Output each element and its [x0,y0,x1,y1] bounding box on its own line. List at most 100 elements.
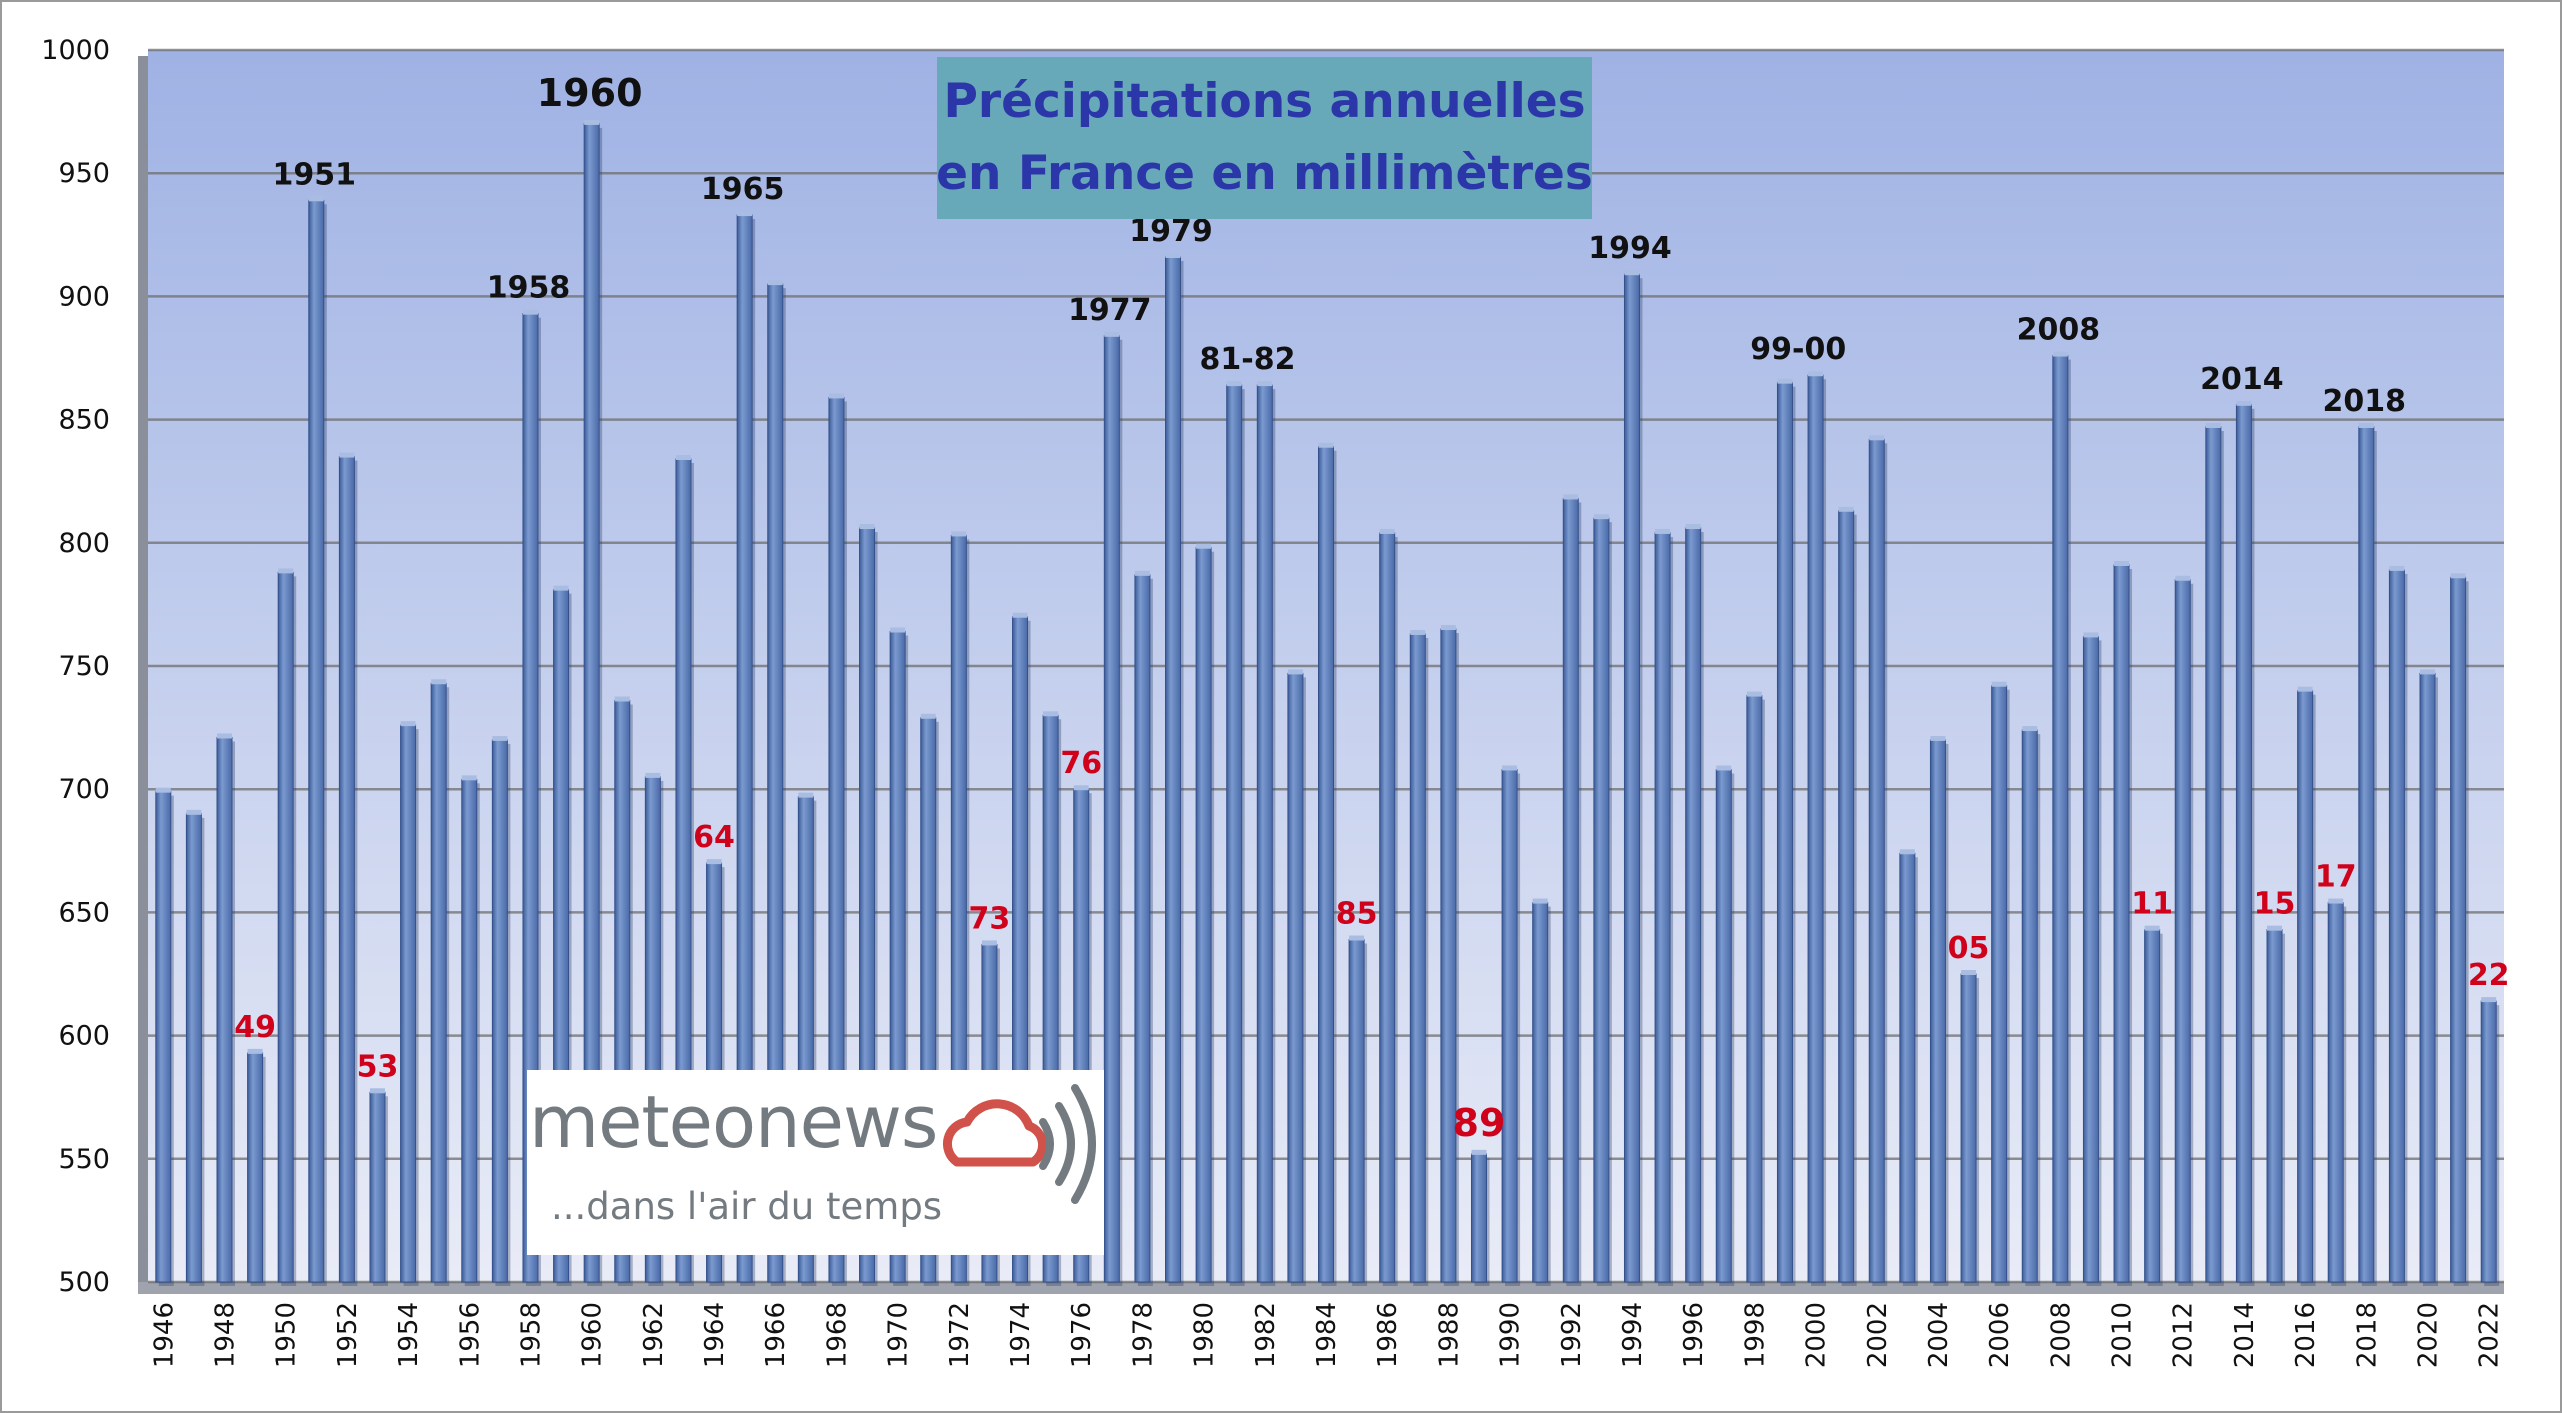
bar-1999 [1776,382,1793,1283]
bar-2010 [2113,564,2130,1283]
bars [155,119,2500,1287]
bar-2004 [1929,739,1946,1283]
bar-2008 [2052,355,2069,1283]
x-tick-1972: 1972 [945,1302,975,1368]
bar-top-2009 [2083,632,2099,638]
label-dry-64: 64 [693,820,735,855]
label-wet-2014: 2014 [2200,362,2284,397]
bar-top-1952 [339,452,355,458]
x-tick-2012: 2012 [2169,1302,2199,1368]
label-wet-1994: 1994 [1588,231,1672,266]
bar-top-2002 [1869,435,1885,441]
bar-1978 [1134,574,1151,1283]
bar-top-1954 [400,721,416,727]
label-wet-1965: 1965 [701,172,785,207]
bar-top-1985 [1349,935,1365,941]
x-tick-1994: 1994 [1618,1302,1648,1368]
label-dry-76: 76 [1060,746,1102,781]
bar-top-1962 [645,772,661,778]
x-tick-2006: 2006 [1985,1302,2015,1368]
bar-top-1995 [1655,528,1671,534]
bar-1979 [1165,256,1182,1283]
x-tick-1962: 1962 [639,1302,669,1368]
y-tick-600: 600 [58,1021,110,1052]
bar-top-1996 [1685,524,1701,530]
bar-2022 [2480,1000,2497,1283]
bar-top-1949 [247,1048,263,1054]
bar-top-1991 [1532,898,1548,904]
x-tick-1998: 1998 [1740,1302,1770,1368]
bar-top-1987 [1410,629,1426,635]
bar-top-2004 [1930,735,1946,741]
x-tick-1960: 1960 [578,1302,608,1368]
logo-brand-text: meteonews [529,1080,938,1164]
bar-1991 [1532,902,1549,1283]
bar-2015 [2266,929,2283,1283]
bar-top-1992 [1563,494,1579,500]
x-axis-ticks: 1946 1948 1950 1952 1954 1956 1958 1960 1962 1964… [149,1302,2504,1368]
logo-tagline: ...dans l'air du temps [551,1185,943,1228]
bar-top-1989 [1471,1149,1487,1155]
bar-1954 [400,724,417,1283]
bar-top-1983 [1287,669,1303,675]
bar-2014 [2235,404,2252,1283]
bar-2011 [2144,929,2161,1283]
bar-top-1975 [1043,711,1059,717]
bar-top-1982 [1257,381,1273,387]
bar-top-1971 [920,713,936,719]
bar-1952 [338,456,355,1283]
x-tick-1946: 1946 [149,1302,179,1368]
bar-top-1981 [1226,381,1242,387]
bar-top-2017 [2328,898,2344,904]
bar-top-1984 [1318,442,1334,448]
y-axis-ticks: 500 550 600 650 700 750 800 850 900 950 1000 [41,35,110,1298]
bar-top-2013 [2205,422,2221,428]
bar-2013 [2205,426,2222,1283]
bar-top-1976 [1073,785,1089,791]
bar-top-1967 [798,792,814,798]
bar-2020 [2419,672,2436,1283]
bar-top-1978 [1134,570,1150,576]
bar-1953 [369,1091,386,1283]
bar-2012 [2174,579,2191,1283]
bar-top-1964 [706,859,722,865]
bar-top-1999 [1777,378,1793,384]
x-tick-2004: 2004 [1924,1302,1954,1368]
bar-top-2006 [1991,681,2007,687]
bar-top-1979 [1165,252,1181,258]
bar-top-2011 [2144,925,2160,931]
bar-top-1977 [1104,331,1120,337]
bar-top-1953 [369,1088,385,1094]
x-tick-1964: 1964 [700,1302,730,1368]
x-tick-2020: 2020 [2414,1302,2444,1368]
x-tick-2010: 2010 [2108,1302,2138,1368]
bar-top-1946 [155,787,171,793]
bar-top-1997 [1716,765,1732,771]
x-tick-1970: 1970 [884,1302,914,1368]
label-dry-53: 53 [357,1049,399,1084]
bar-1948 [216,736,233,1283]
chart-title: Précipitations annuelles en France en mi… [936,57,1593,219]
meteonews-logo: meteonews ...dans l'air du temps [527,1070,1104,1255]
bar-1989 [1470,1153,1487,1283]
bar-1998 [1746,695,1763,1283]
bar-top-1956 [461,775,477,781]
bar-2017 [2327,902,2344,1283]
x-tick-1950: 1950 [272,1302,302,1368]
bar-top-1986 [1379,528,1395,534]
label-wet-1958: 1958 [487,271,571,306]
bar-1951 [308,199,325,1283]
x-tick-1986: 1986 [1373,1302,1403,1368]
bar-2005 [1960,973,1977,1283]
label-dry-85: 85 [1336,897,1378,932]
bar-top-1959 [553,585,569,591]
y-tick-900: 900 [58,281,110,312]
bar-top-1988 [1440,625,1456,631]
label-dry-15: 15 [2254,887,2296,922]
bar-top-1958 [522,309,538,315]
bar-top-2019 [2389,565,2405,571]
label-wet-99-00: 99-00 [1750,332,1846,367]
bar-2002 [1868,438,1885,1283]
bar-top-1950 [278,568,294,574]
